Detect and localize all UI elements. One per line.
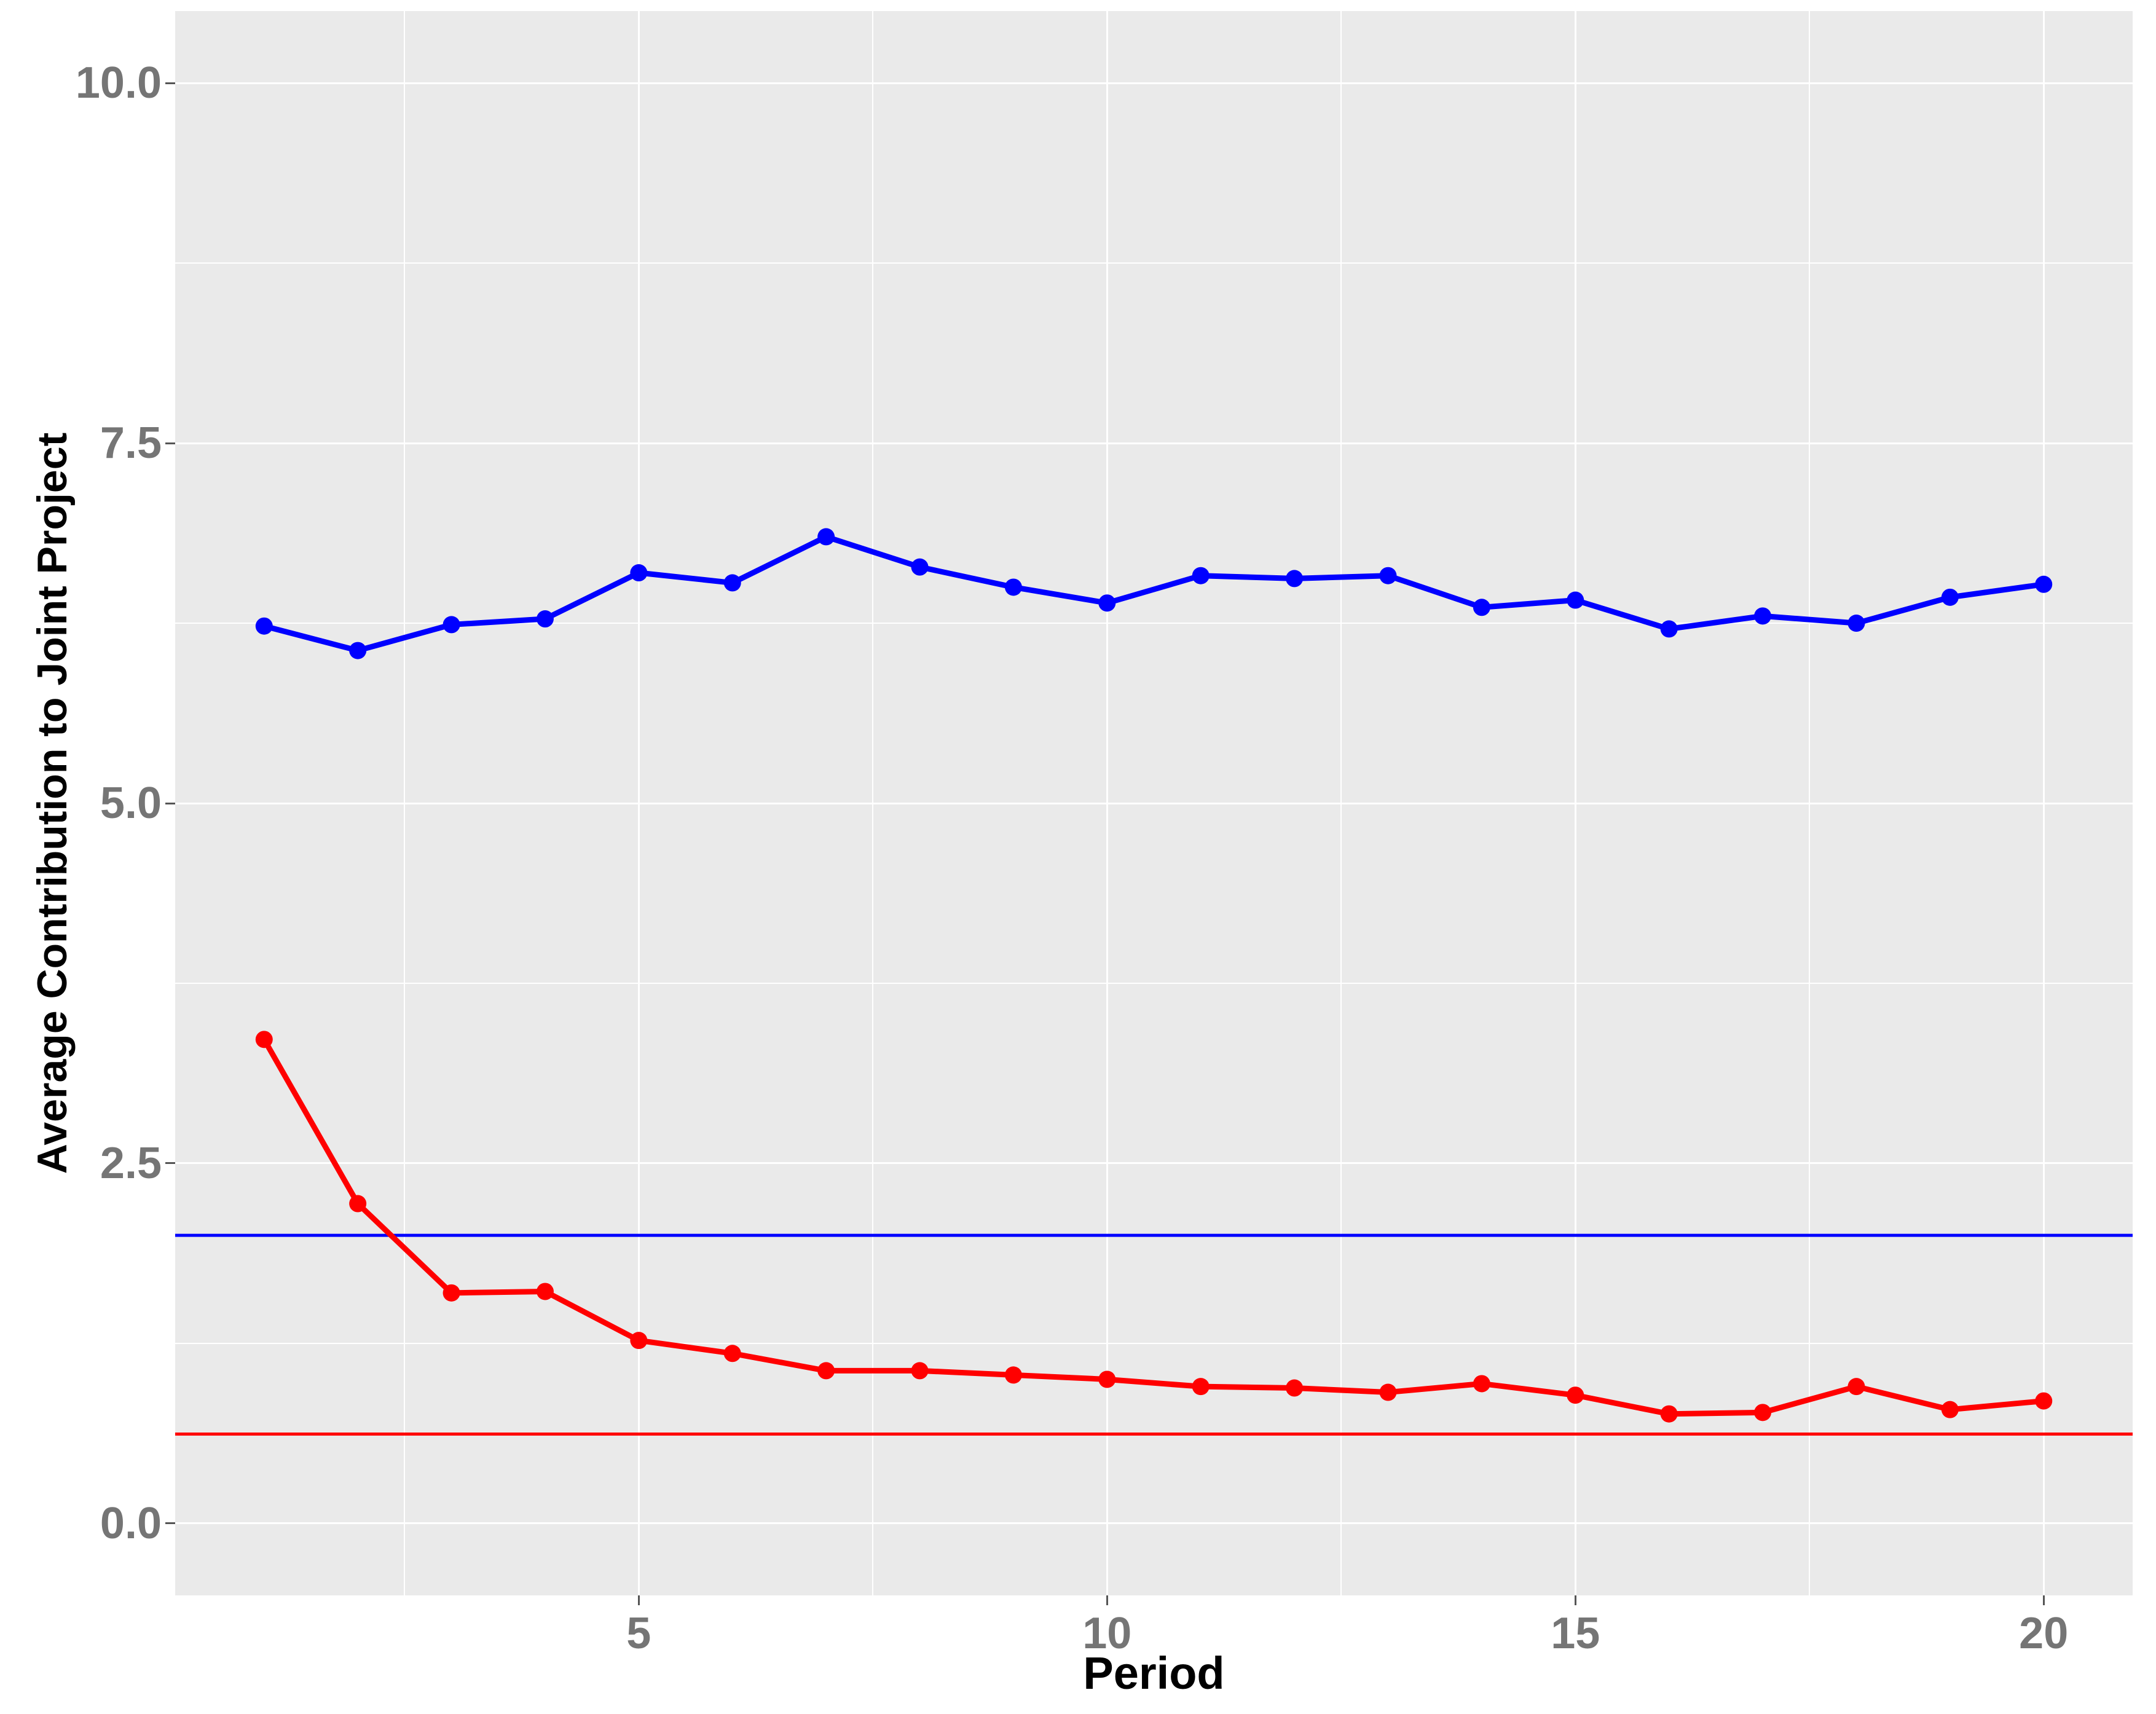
x-tick-label: 20 <box>2019 1609 2069 1658</box>
y-tick-label: 0.0 <box>100 1498 162 1548</box>
x-major-gridline <box>2042 11 2045 1595</box>
y-tick-label: 7.5 <box>100 419 162 468</box>
red-series-point <box>255 1031 273 1048</box>
blue-series-point <box>1754 607 1772 625</box>
y-major-gridline <box>175 82 2133 84</box>
y-minor-gridline <box>175 982 2133 984</box>
red-series-point <box>723 1345 741 1362</box>
red-series-point <box>1192 1378 1210 1396</box>
red-series-point <box>349 1195 367 1213</box>
blue-series-point <box>536 610 554 628</box>
blue-series-point <box>255 617 273 635</box>
blue-series-point <box>1660 620 1678 638</box>
x-axis-tick <box>637 1595 640 1605</box>
y-axis-tick <box>165 82 175 84</box>
red-series-point <box>1473 1375 1490 1393</box>
x-axis-tick <box>2042 1595 2045 1605</box>
blue-series-point <box>1379 567 1397 584</box>
blue-series-point <box>443 616 460 634</box>
y-axis-tick <box>165 1522 175 1525</box>
blue-series-point <box>1004 578 1022 596</box>
blue-series-point <box>911 558 929 576</box>
red-series-point <box>1379 1383 1397 1401</box>
blue-series-point <box>1941 588 1959 606</box>
red-series-point <box>1941 1401 1959 1418</box>
blue-series-point <box>817 528 835 546</box>
blue-series-point <box>1473 599 1490 616</box>
red-series-point <box>1286 1379 1304 1397</box>
red-series-point <box>1004 1366 1022 1384</box>
y-major-gridline <box>175 442 2133 444</box>
red-series-point <box>1754 1404 1772 1421</box>
x-axis-tick <box>1106 1595 1108 1605</box>
red-series-point <box>1567 1386 1584 1404</box>
blue-series-point <box>1192 567 1210 584</box>
red-series-point <box>443 1284 460 1302</box>
y-tick-label: 2.5 <box>100 1138 162 1188</box>
y-tick-label: 10.0 <box>75 58 162 108</box>
x-major-gridline <box>1574 11 1576 1595</box>
blue-series-point <box>630 564 648 582</box>
y-axis-tick <box>165 1162 175 1165</box>
blue-series-point <box>349 642 367 659</box>
y-tick-label: 5.0 <box>100 779 162 828</box>
red-series-point <box>2035 1392 2053 1410</box>
y-major-gridline <box>175 802 2133 804</box>
red-series-point <box>1847 1378 1865 1396</box>
y-axis-tick <box>165 802 175 804</box>
blue-series-point <box>723 574 741 592</box>
x-axis-title: Period <box>1083 1648 1225 1699</box>
y-major-gridline <box>175 1162 2133 1165</box>
y-major-gridline <box>175 1522 2133 1525</box>
blue-series-point <box>1286 570 1304 588</box>
y-minor-gridline <box>175 623 2133 624</box>
y-minor-gridline <box>175 1342 2133 1344</box>
blue-series-point <box>1847 615 1865 632</box>
blue-series-line <box>261 533 2047 654</box>
x-tick-label: 10 <box>1082 1609 1132 1658</box>
y-axis-tick <box>165 442 175 444</box>
x-major-gridline <box>637 11 640 1595</box>
red-series-point <box>630 1332 648 1350</box>
y-minor-gridline <box>175 262 2133 264</box>
x-major-gridline <box>1106 11 1108 1595</box>
red-series-line <box>261 1036 2047 1417</box>
x-tick-label: 5 <box>626 1609 651 1658</box>
red-series-point <box>536 1283 554 1300</box>
x-axis-tick <box>1574 1595 1576 1605</box>
blue-series-point <box>1098 594 1116 612</box>
red-series-point <box>1098 1370 1116 1388</box>
blue-series-point <box>1567 591 1584 609</box>
y-axis-title: Average Contribution to Joint Project <box>29 432 76 1174</box>
red-series-point <box>911 1362 929 1380</box>
blue-series-point <box>2035 575 2053 593</box>
x-tick-label: 15 <box>1551 1609 1600 1658</box>
red-series-point <box>1660 1405 1678 1423</box>
red-series-point <box>817 1362 835 1380</box>
